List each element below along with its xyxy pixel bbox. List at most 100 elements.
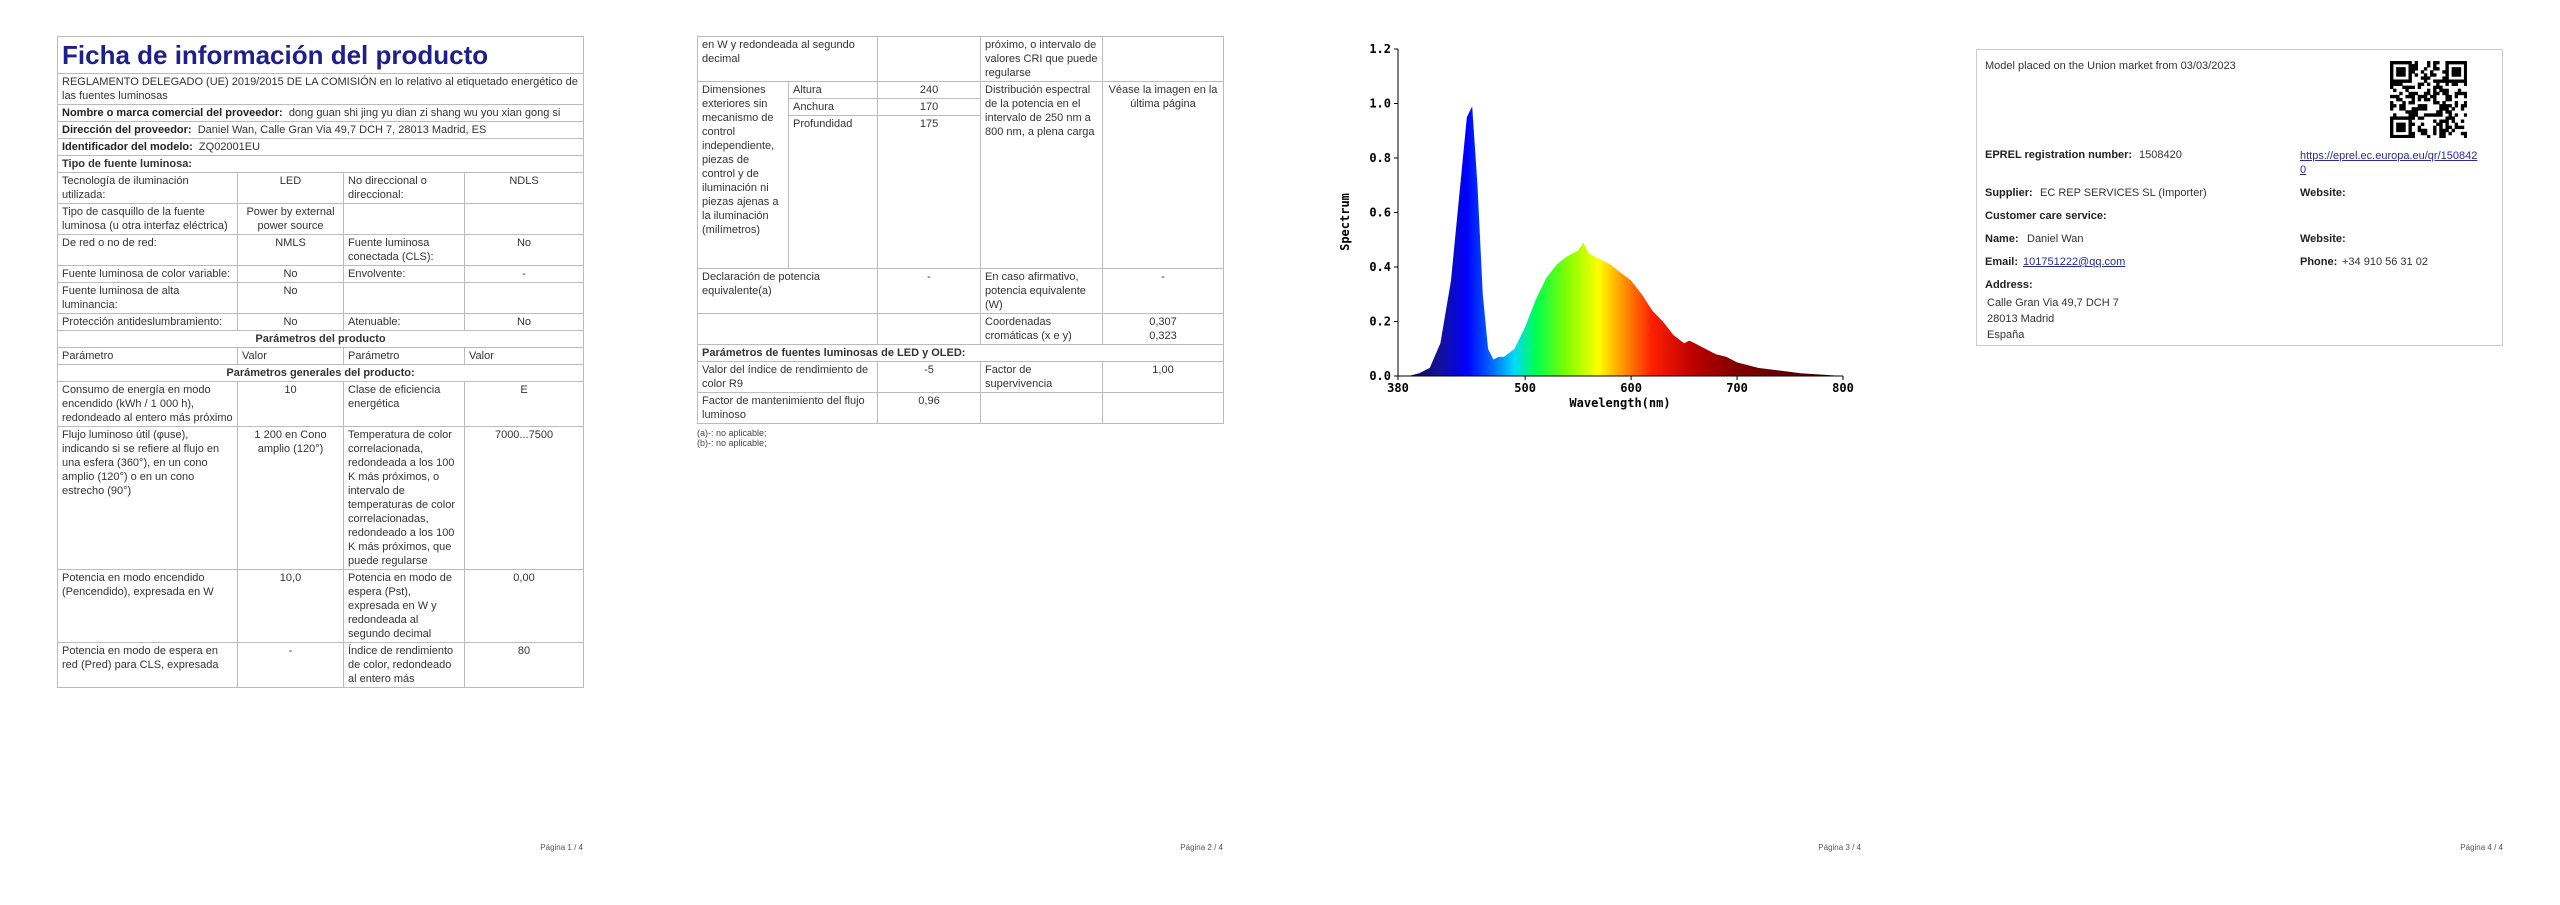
qr-module <box>2420 76 2425 80</box>
address-line: Calle Gran Via 49,7 DCH 7 <box>1987 297 2119 309</box>
qr-module <box>2442 91 2446 96</box>
cell: Índice de rendimiento de color, redondea… <box>343 642 465 688</box>
qr-module <box>2423 76 2428 80</box>
field-label: Dirección del proveedor: <box>62 124 192 136</box>
cell: 0,307 0,323 <box>1102 313 1224 345</box>
qr-module <box>2396 79 2400 83</box>
qr-module <box>2439 122 2443 126</box>
qr-module <box>2399 61 2403 65</box>
qr-module <box>2408 113 2412 117</box>
cell: 175 <box>877 115 982 269</box>
qr-module <box>2436 82 2440 86</box>
qr-module <box>2463 82 2467 86</box>
qr-module <box>2420 116 2425 120</box>
qr-module <box>2405 79 2409 83</box>
qr-module <box>2408 110 2412 114</box>
x-axis-label: Wavelength(nm) <box>1569 396 1670 410</box>
qr-module <box>2433 85 2437 90</box>
qr-module <box>2411 116 2415 120</box>
qr-module <box>2402 79 2406 83</box>
qr-module <box>2396 116 2400 120</box>
cell: 10,0 <box>237 569 344 643</box>
qr-module <box>2417 116 2422 120</box>
qr-module <box>2436 91 2440 96</box>
row: Declaración de potencia equivalente(a) - E… <box>697 268 1224 314</box>
qr-module <box>2414 113 2419 117</box>
field-value: dong guan shi jing yu dian zi shang wu y… <box>288 107 561 119</box>
cell: En caso afirmativo, potencia equivalente… <box>980 268 1104 314</box>
qr-module <box>2390 122 2394 126</box>
qr-module <box>2442 76 2446 80</box>
qr-module <box>2445 122 2449 126</box>
qr-module <box>2433 113 2437 117</box>
cell: Declaración de potencia equivalente(a) <box>697 268 879 314</box>
qr-module <box>2463 101 2467 105</box>
qr-module <box>2430 94 2434 99</box>
qr-module <box>2396 128 2400 133</box>
qr-module <box>2445 104 2449 108</box>
qr-module <box>2417 97 2422 102</box>
qr-module <box>2408 73 2412 77</box>
column-header: Valor <box>463 347 584 365</box>
cell: Véase la imagen en la última página <box>1102 81 1224 269</box>
qr-module <box>2402 101 2406 105</box>
qr-module <box>2399 116 2403 120</box>
row: Fuente luminosa de alta luminancia: No <box>57 282 584 314</box>
row: Tipo de casquillo de la fuente luminosa … <box>57 203 584 235</box>
qr-module <box>2454 104 2459 108</box>
qr-module <box>2399 82 2403 86</box>
qr-module <box>2423 79 2428 83</box>
column-header: Valor <box>237 347 344 365</box>
qr-module <box>2448 116 2452 120</box>
qr-module <box>2433 61 2437 65</box>
qr-module <box>2457 70 2462 74</box>
spectrum-chart: Spectrum Wavelength(nm) 0.0 0.2 0.4 0.6 0.8 1… <box>1338 42 1854 410</box>
qr-module <box>2390 101 2394 105</box>
y-tick-label: 0.8 <box>1369 151 1391 165</box>
qr-module <box>2393 88 2397 93</box>
qr-module <box>2396 125 2400 130</box>
cell: 80 <box>463 642 584 688</box>
qr-module <box>2451 67 2455 71</box>
qr-module <box>2454 67 2459 71</box>
cell: LED <box>237 172 344 204</box>
row: Parámetros del producto <box>57 330 584 348</box>
qr-module <box>2396 97 2400 102</box>
qr-module <box>2402 128 2406 133</box>
qr-module <box>2448 97 2452 102</box>
qr-module <box>2414 64 2419 68</box>
footnotes: (a)-: no aplicable; (b)-: no aplicable; <box>697 428 1224 448</box>
qr-module <box>2460 119 2465 123</box>
qr-module <box>2411 67 2415 71</box>
eprel-link[interactable]: https://eprel.ec.europa.eu/qr/1508420 <box>2300 150 2478 176</box>
qr-module <box>2448 113 2452 117</box>
qr-module <box>2448 79 2452 83</box>
qr-module <box>2393 116 2397 120</box>
field-cell: Identificador del modelo: ZQ02001EU <box>57 138 584 156</box>
cell: Fuente luminosa de color variable: <box>57 265 238 283</box>
qr-module <box>2408 79 2412 83</box>
x-tick-label: 380 <box>1387 381 1409 395</box>
heading: Parámetros generales del producto: <box>57 364 584 382</box>
qr-module <box>2390 61 2394 65</box>
cell: próximo, o intervalo de valores CRI que … <box>980 36 1104 82</box>
cell: Consumo de energía en modo encendido (kW… <box>57 381 238 427</box>
qr-module <box>2408 125 2412 130</box>
cell: Profundidad <box>787 115 879 269</box>
cell: NDLS <box>463 172 584 204</box>
qr-module <box>2457 88 2462 93</box>
qr-module <box>2439 88 2443 93</box>
cell: No <box>463 234 584 266</box>
label: Phone: <box>2300 256 2338 268</box>
qr-module <box>2463 131 2467 136</box>
empty-cell <box>463 203 584 235</box>
qr-module <box>2390 79 2394 83</box>
qr-module <box>2420 107 2425 111</box>
qr-module <box>2393 94 2397 99</box>
value: EC REP SERVICES SL (Importer) <box>2040 187 2207 199</box>
row: Parámetros generales del producto: <box>57 364 584 382</box>
qr-module <box>2390 125 2394 130</box>
qr-module <box>2451 116 2455 120</box>
email-link[interactable]: 101751222@qq.com <box>2023 256 2126 268</box>
qr-module <box>2463 64 2467 68</box>
